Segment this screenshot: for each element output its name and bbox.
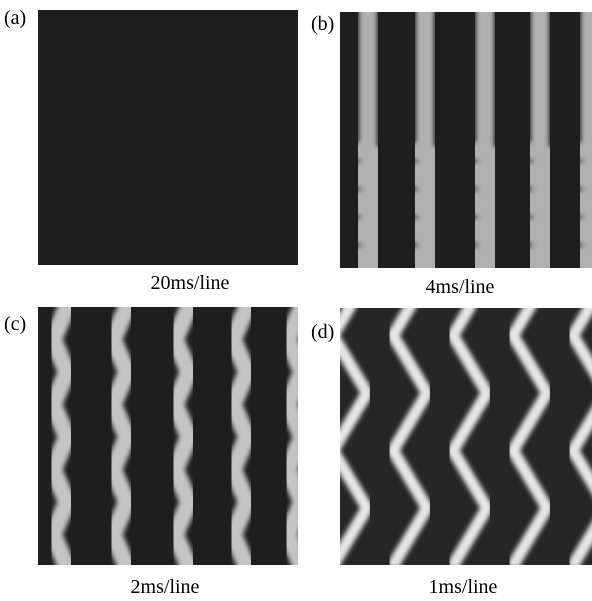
image-background <box>38 10 298 265</box>
stripe <box>417 7 433 271</box>
panel-c: (c) 2ms/line <box>4 302 304 598</box>
panel-b: (b) 4ms/line <box>311 7 592 298</box>
panel-caption: 20ms/line <box>151 272 230 294</box>
panel-label: (b) <box>311 13 334 35</box>
stripe <box>582 7 592 271</box>
panel-caption: 1ms/line <box>429 576 498 598</box>
panel-label: (d) <box>311 321 334 343</box>
panel-caption: 2ms/line <box>131 576 200 598</box>
stripe <box>477 7 493 271</box>
panel-a: (a) 20ms/line <box>4 5 298 294</box>
figure: (a) 20ms/line (b) 4ms/line (c) 2ms/line … <box>0 0 592 601</box>
panel-caption: 4ms/line <box>426 276 495 298</box>
panel-d: (d) 1ms/line <box>311 303 592 598</box>
panel-label: (a) <box>4 7 26 29</box>
stripe <box>360 7 376 271</box>
panel-label: (c) <box>4 313 26 335</box>
stripe <box>532 7 548 271</box>
